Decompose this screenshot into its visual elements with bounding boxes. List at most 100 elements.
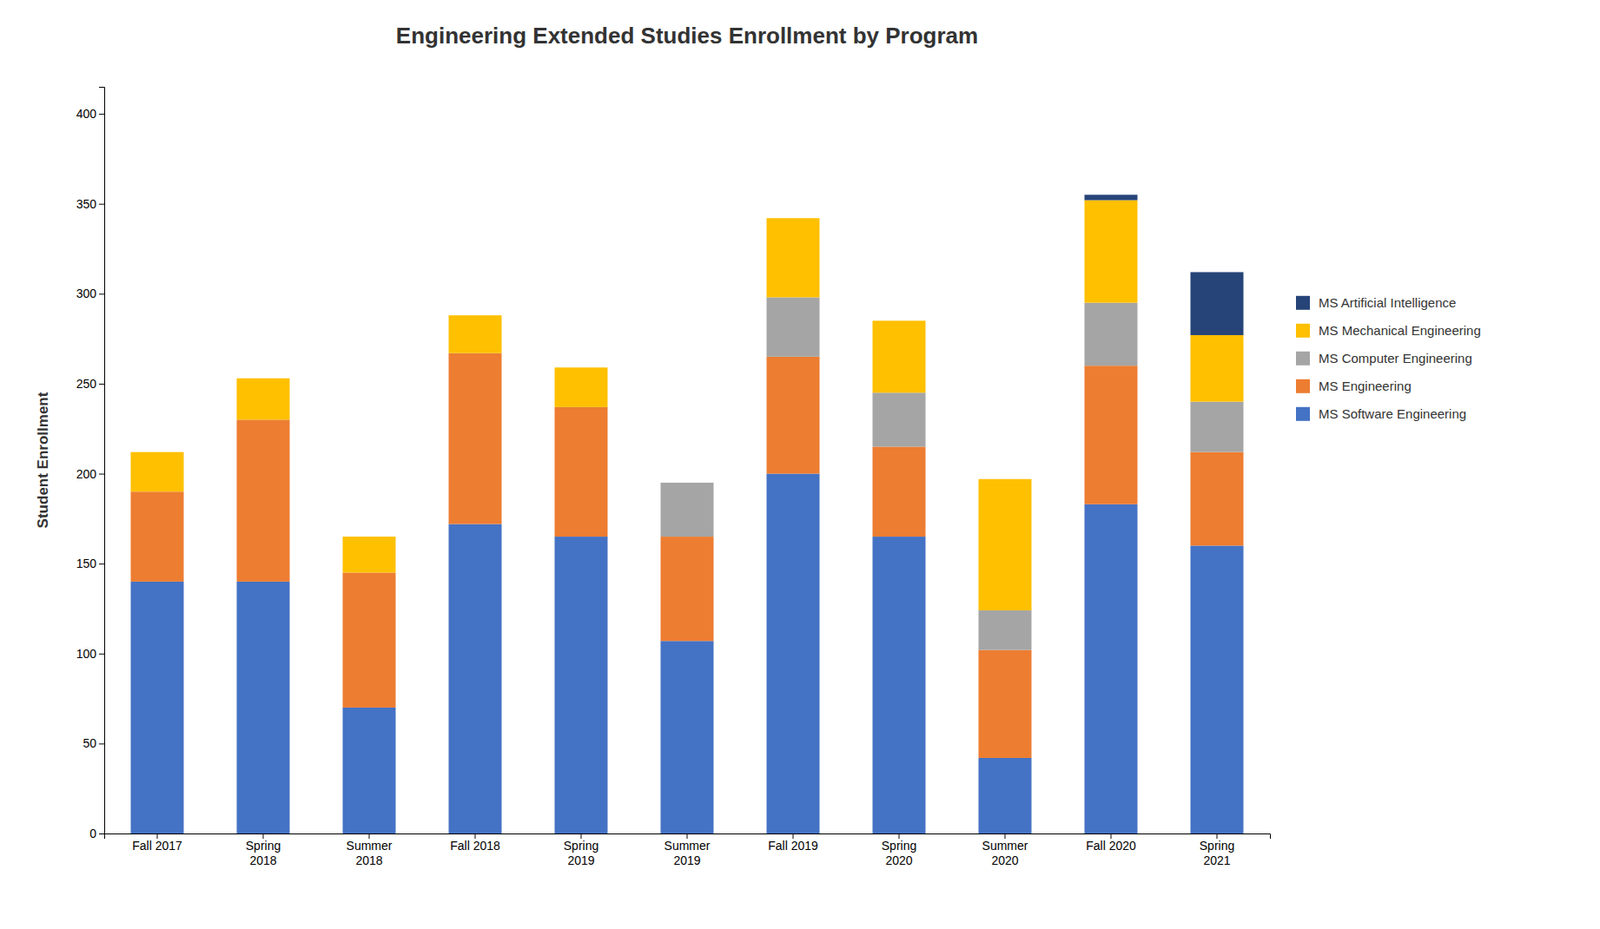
tick-label: Summer2018 <box>346 839 393 868</box>
tick-label-line: Spring <box>563 839 599 853</box>
tick-label: Summer2020 <box>982 839 1029 868</box>
bar-segment <box>343 707 397 834</box>
tick-label-line: Spring <box>1199 839 1235 853</box>
y-axis: 0 50 100 150 200 250 300 350 400 <box>76 87 106 841</box>
bar-segment <box>237 378 291 421</box>
tick-label: Summer2019 <box>664 839 711 868</box>
tick-label-line: Fall 2018 <box>449 839 501 853</box>
tick-label-line: Summer <box>664 839 711 853</box>
bar-segment <box>555 367 609 408</box>
y-tick: 300 <box>76 286 105 301</box>
tick-label: 400 <box>76 106 98 121</box>
y-tick: 350 <box>76 197 105 212</box>
tick-label: 0 <box>89 826 97 841</box>
bar-segment <box>449 353 503 525</box>
bar-segment <box>449 315 503 317</box>
series-bars <box>131 353 1244 759</box>
bar-segment <box>1084 194 1138 200</box>
bar-segment <box>661 482 715 483</box>
bar-segment <box>766 474 820 834</box>
legend-label: MS Engineering <box>1318 378 1412 394</box>
bar-segment <box>555 367 609 369</box>
x-tick: Spring2018 <box>245 833 281 868</box>
bar-segment <box>766 218 820 219</box>
bar-segment <box>343 536 397 573</box>
legend-swatch <box>1295 379 1310 394</box>
tick-mark <box>99 563 105 565</box>
tick-label-line: 2018 <box>249 853 277 868</box>
bar-segment <box>131 491 185 582</box>
tick-mark <box>99 204 105 205</box>
series-bars <box>661 297 1244 650</box>
x-tick: Fall 2017 <box>132 833 183 853</box>
bar-segment <box>343 573 397 708</box>
legend-label: MS Software Engineering <box>1318 406 1467 422</box>
series-bars <box>131 474 1244 834</box>
tick-label: Spring2020 <box>881 839 917 868</box>
bar-segment <box>872 392 926 447</box>
tick-label-line: 2020 <box>991 853 1019 868</box>
tick-label: Fall 2017 <box>132 839 183 853</box>
bar-segment <box>1190 452 1244 547</box>
legend-item: MS Computer Engineering <box>1295 350 1473 366</box>
tick-mark <box>99 654 105 655</box>
tick-label-line: 2021 <box>1203 853 1230 868</box>
tick-mark <box>99 293 105 295</box>
bar-segment <box>978 479 1032 611</box>
tick-label: 150 <box>76 556 98 571</box>
tick-label: Fall 2019 <box>767 839 819 853</box>
y-tick: 50 <box>82 736 105 751</box>
tick-label: Fall 2018 <box>449 839 501 853</box>
tick-label: Spring2019 <box>563 839 599 868</box>
y-tick: 0 <box>89 826 105 841</box>
tick-label-line: Spring <box>881 839 917 853</box>
bar-segment <box>131 451 185 453</box>
bar-segment <box>661 536 715 642</box>
x-tick: Spring2021 <box>1199 833 1235 868</box>
legend-swatch <box>1295 323 1310 338</box>
bar-segment <box>661 482 715 483</box>
bar-segment <box>978 650 1032 759</box>
x-tick: Fall 2019 <box>767 833 819 853</box>
tick-mark <box>99 474 105 476</box>
tick-label-line: Fall 2017 <box>132 839 183 853</box>
legend-swatch <box>1295 296 1310 311</box>
tick-label: Spring2021 <box>1199 839 1235 868</box>
bar-segment <box>131 452 185 493</box>
tick-label: 100 <box>76 647 98 662</box>
tick-mark <box>99 833 105 835</box>
tick-label-line: 2019 <box>567 853 595 868</box>
bar-segment <box>343 536 397 538</box>
bar-segment <box>555 407 609 537</box>
tick-label-line: 2019 <box>673 853 701 868</box>
tick-label: Fall 2020 <box>1085 839 1137 853</box>
tick-label: 350 <box>76 197 98 212</box>
y-tick: 400 <box>76 106 105 121</box>
tick-label: 300 <box>76 286 98 301</box>
bar-segment <box>766 218 820 298</box>
x-tick: Summer2020 <box>982 833 1029 868</box>
y-tick: 150 <box>76 556 105 571</box>
x-tick: Fall 2020 <box>1085 833 1137 853</box>
bar-segment <box>237 377 291 379</box>
tick-mark <box>99 383 105 385</box>
x-tick: Summer2018 <box>346 833 393 868</box>
legend-label: MS Mechanical Engineering <box>1318 323 1481 338</box>
bar-segment <box>131 581 185 834</box>
bar-segment <box>555 536 609 834</box>
bar-segment <box>1190 271 1244 336</box>
tick-label-line: Fall 2019 <box>767 839 819 853</box>
bar-segment <box>1084 504 1138 834</box>
chart-title: Engineering Extended Studies Enrollment … <box>396 22 979 49</box>
tick-label: 200 <box>76 467 98 482</box>
y-tick: 250 <box>76 376 105 391</box>
bar-segment <box>978 610 1032 651</box>
chart-container: Fall 2017Spring2018Summer2018Fall 2018Sp… <box>0 0 1600 929</box>
bar-segment <box>237 419 291 582</box>
x-tick: Summer2019 <box>664 833 711 868</box>
bar-segment <box>978 478 1032 480</box>
tick-label: 250 <box>76 376 98 391</box>
bar-segment <box>661 482 715 537</box>
axis-line <box>99 87 106 835</box>
legend: MS Artificial IntelligenceMS Mechanical … <box>1295 295 1481 422</box>
